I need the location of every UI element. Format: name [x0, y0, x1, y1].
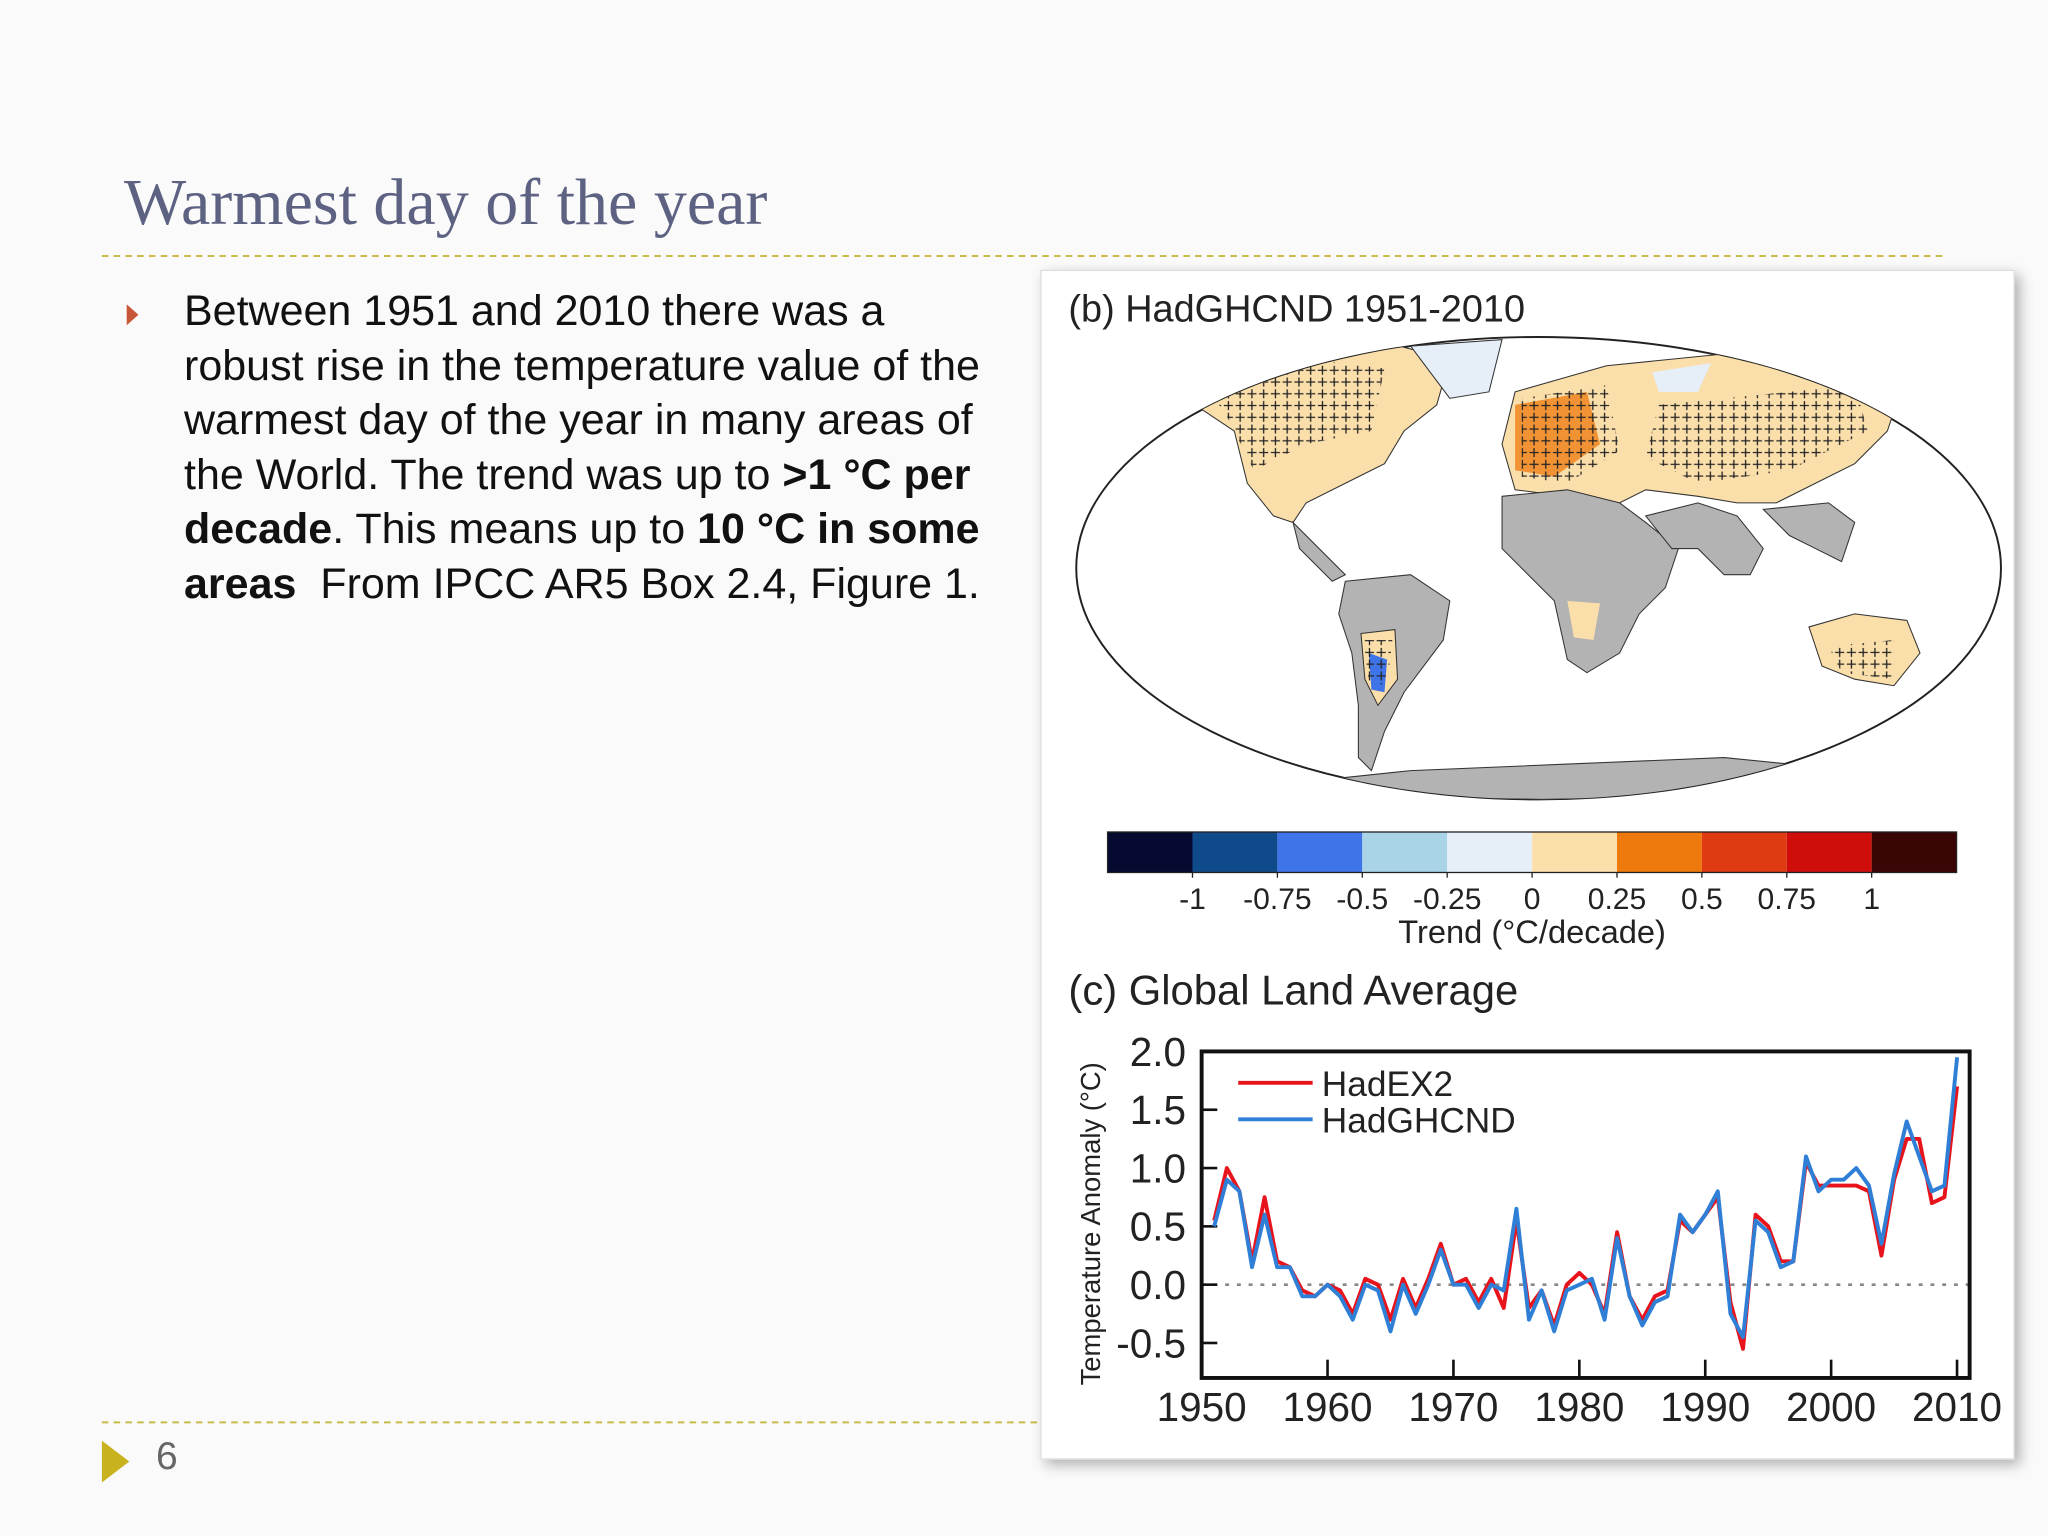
x-tick-label: 2000 [1786, 1384, 1876, 1430]
colorbar-tick-label: -1 [1179, 883, 1206, 916]
x-tick-label: 1980 [1534, 1384, 1624, 1430]
colorbar-tick-label: -0.25 [1413, 883, 1481, 916]
colorbar-tick-label: 0.5 [1681, 883, 1723, 916]
colorbar-tick-label: 1 [1863, 883, 1880, 916]
y-tick-label: 1.0 [1130, 1145, 1186, 1191]
y-tick-label: 0.0 [1130, 1262, 1186, 1308]
legend-label: HadEX2 [1322, 1065, 1453, 1104]
x-tick-label: 2010 [1912, 1384, 2002, 1430]
colorbar-swatch [1532, 832, 1617, 873]
x-tick-label: 1970 [1408, 1384, 1498, 1430]
y-tick-label: 2.0 [1130, 1029, 1186, 1075]
bullet-segment: Between 1951 and 2010 there was a robust… [184, 287, 992, 499]
colorbar-swatch [1192, 832, 1278, 873]
colorbar-tick-label: -0.75 [1243, 883, 1311, 916]
series-line [1212, 1057, 1960, 1340]
chart-title: (c) Global Land Average [1068, 966, 1518, 1013]
colorbar-tick-label: -0.5 [1336, 883, 1388, 916]
x-tick-label: 1960 [1283, 1384, 1373, 1430]
colorbar-swatch [1362, 832, 1448, 873]
bullet-text: Between 1951 and 2010 there was a robust… [184, 284, 1014, 611]
colorbar-tick-label: 0 [1524, 883, 1541, 916]
siberia-patch [1652, 363, 1712, 392]
colorbar-swatch [1701, 832, 1787, 873]
line-chart: 2.0 1.5 1.0 0.5 0.0 -0.5 1950 1960 1970 1980 1990 2… [1116, 1029, 2002, 1430]
plot-frame [1199, 1049, 1972, 1380]
colorbar-swatch [1616, 832, 1702, 873]
map-title: (b) HadGHCND 1951-2010 [1068, 288, 1525, 330]
greenland [1409, 339, 1503, 399]
slide-title: Warmest day of the year [124, 166, 768, 239]
colorbar-tick-label: 0.25 [1588, 883, 1646, 916]
colorbar-label: Trend (°C/decade) [1398, 913, 1666, 950]
colorbar-swatch [1277, 832, 1363, 873]
bullet-segment: >1 °C per decade [184, 450, 983, 554]
y-tick-label: -0.5 [1116, 1320, 1186, 1366]
legend-label: HadGHCND [1322, 1101, 1516, 1140]
bullet-segment: From IPCC AR5 Box 2.4, Figure 1. [296, 559, 980, 608]
colorbar-swatch [1871, 832, 1957, 873]
bullet-segment: 10 °C in some areas [184, 505, 992, 608]
world-map [1075, 336, 2002, 801]
bullet-marker [126, 304, 139, 326]
y-axis-label: Temperature Anomaly (°C) [1075, 1062, 1106, 1385]
x-tick-label: 1990 [1660, 1384, 1750, 1430]
y-tick-label: 0.5 [1130, 1204, 1186, 1250]
central-america [1292, 520, 1347, 582]
southeast-asia [1762, 502, 1856, 563]
africa [1501, 489, 1679, 674]
south-asia [1644, 502, 1764, 576]
africa-patch [1567, 600, 1600, 640]
colorbar-swatch [1786, 832, 1872, 873]
footer-marker [101, 1440, 130, 1483]
bullet-segment: . This means up to [332, 505, 698, 553]
series-line [1212, 1086, 1960, 1351]
x-tick-label: 1950 [1157, 1384, 1247, 1430]
colorbar-swatch [1107, 832, 1193, 873]
y-tick-label: 1.5 [1130, 1087, 1186, 1133]
page-number: 6 [156, 1435, 178, 1478]
colorbar-swatch [1447, 832, 1533, 873]
colorbar-tick-label: 0.75 [1758, 883, 1816, 916]
colorbar: -1 -0.75 -0.5 -0.25 0 0.25 0.5 0.75 1 Trend (°C/d… [1106, 831, 1958, 950]
